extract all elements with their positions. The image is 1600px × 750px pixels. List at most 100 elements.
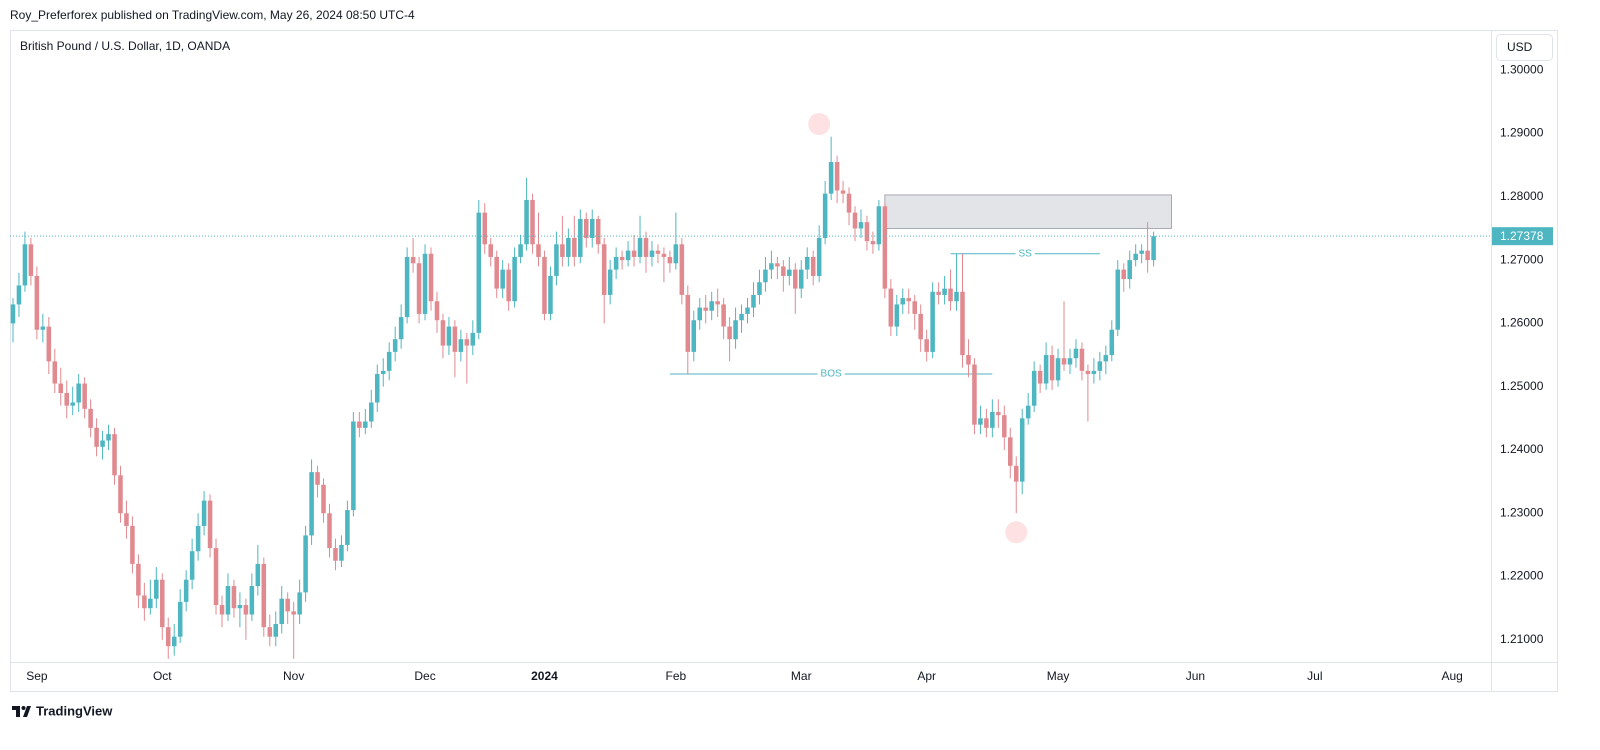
candle-body [930, 291, 935, 352]
y-tick-label: 1.23000 [1500, 505, 1544, 519]
candle-body [321, 484, 326, 514]
candle-body [225, 586, 231, 615]
candle-body [76, 383, 81, 403]
candle-body [1049, 355, 1055, 381]
candle-body [912, 301, 917, 314]
candle-body [1097, 361, 1103, 371]
candle-body [601, 244, 607, 295]
chart-title: British Pound / U.S. Dollar, 1D, OANDA [20, 39, 230, 53]
candle-body [1073, 348, 1079, 359]
candle-body [804, 256, 810, 270]
candle-body [1085, 370, 1091, 375]
candle-body [494, 256, 499, 289]
last-price-label: 1.27378 [1500, 229, 1544, 243]
x-tick-label: Oct [153, 669, 172, 683]
candle-body [822, 193, 828, 238]
candle-body [661, 253, 667, 257]
candle-body [858, 222, 864, 229]
candle-body [1091, 370, 1097, 375]
candle-body [46, 326, 52, 362]
candle-body [213, 548, 219, 606]
candle-body [655, 250, 661, 254]
candle-body [446, 326, 452, 346]
candle-body [864, 222, 870, 242]
currency-label[interactable]: USD [1507, 40, 1533, 54]
candle-body [613, 256, 619, 270]
candle-body [763, 269, 768, 283]
candle-body [816, 237, 822, 276]
x-tick-label: Apr [917, 669, 936, 683]
candle-body [530, 199, 535, 245]
currency-button[interactable] [1496, 34, 1553, 61]
candle-body [536, 244, 541, 257]
candle-body [607, 269, 613, 295]
candle-body [249, 586, 255, 615]
candle-body [643, 237, 649, 257]
candle-body [685, 294, 691, 352]
plot-area: BOS SS [10, 113, 1172, 659]
candle-body [900, 298, 906, 305]
candle-body [273, 624, 279, 637]
candle-body [924, 339, 929, 352]
level-label: BOS [821, 369, 842, 380]
y-tick-label: 1.26000 [1500, 316, 1544, 330]
candle-body [518, 244, 523, 257]
candle-body [637, 237, 643, 257]
candle-body [595, 218, 601, 245]
candle-body [888, 288, 894, 327]
candle-body [560, 244, 565, 257]
candle-body [195, 525, 201, 552]
candle-body [1025, 405, 1031, 419]
candle-body [1067, 358, 1073, 365]
candle-body [160, 579, 165, 628]
candle-body [542, 256, 547, 314]
candle-body [721, 304, 726, 327]
candle-body [440, 320, 446, 346]
candle-body [1151, 236, 1156, 261]
candle-body [631, 250, 637, 257]
x-tick-label: Sep [26, 669, 48, 683]
candle-body [309, 472, 314, 536]
candle-body [679, 244, 685, 295]
candle-body [852, 212, 858, 229]
candle-body [548, 275, 553, 314]
candle-body [22, 244, 28, 286]
candle-body [297, 592, 302, 615]
candle-body [954, 291, 959, 302]
candle-body [584, 218, 589, 238]
candle-body [410, 256, 416, 264]
candle-body [380, 370, 386, 375]
candle-body [303, 535, 308, 593]
candle-body [1061, 358, 1067, 365]
zone-box [884, 194, 1172, 229]
y-tick-label: 1.24000 [1500, 442, 1544, 456]
candle-body [775, 263, 780, 267]
candle-body [978, 418, 983, 425]
y-tick-label: 1.21000 [1500, 632, 1544, 646]
candle-body [416, 263, 422, 314]
candle-body [351, 421, 356, 511]
candle-body [470, 332, 476, 346]
y-tick-label: 1.28000 [1500, 189, 1544, 203]
y-tick-label: 1.22000 [1500, 569, 1544, 583]
candle-body [578, 218, 583, 257]
candle-body [64, 393, 70, 406]
candle-body [972, 364, 977, 425]
candle-body [94, 427, 99, 447]
candle-body [52, 361, 58, 384]
candle-body [876, 206, 882, 245]
candle-body [745, 307, 750, 314]
candle-body [58, 383, 64, 394]
swing-marker [808, 113, 831, 136]
candle-body [315, 472, 320, 485]
candle-body [709, 301, 714, 311]
candle-body [996, 412, 1001, 416]
candle-body [512, 256, 517, 302]
candle-body [106, 434, 111, 441]
candle-body [1037, 370, 1043, 384]
candle-body [255, 563, 261, 587]
candle-body [1031, 370, 1037, 406]
candle-body [524, 199, 529, 245]
candle-body [88, 408, 93, 428]
